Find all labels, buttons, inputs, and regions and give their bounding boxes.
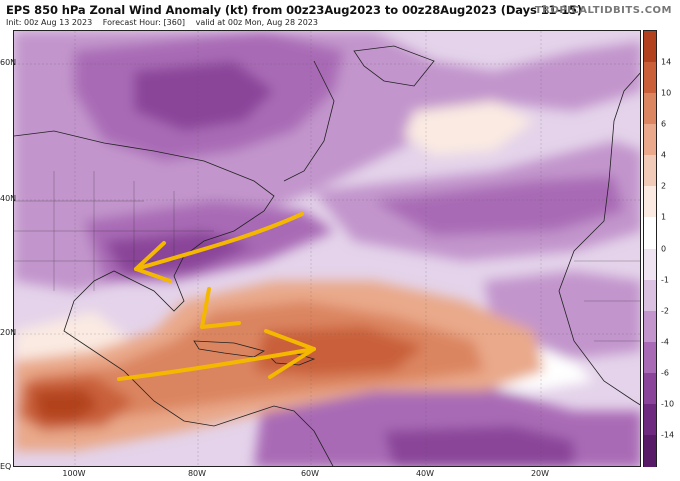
colorbar-swatch	[644, 186, 656, 219]
arrow-westward-north	[134, 212, 304, 271]
colorbar-tick-label: 1	[661, 212, 667, 222]
lon-label-40w: 40W	[415, 469, 435, 478]
colorbar-tick-label: -2	[661, 306, 669, 316]
colorbar-tick-label: 2	[661, 181, 667, 191]
colorbar-swatch	[644, 217, 656, 250]
lon-label-80w: 80W	[187, 469, 207, 478]
lat-label-eq: EQ	[0, 462, 12, 471]
map-title: EPS 850 hPa Zonal Wind Anomaly (kt) from…	[6, 3, 583, 17]
colorbar-swatch	[644, 341, 656, 374]
arrowhead-east	[264, 329, 316, 379]
colorbar-tick-label: -6	[661, 368, 669, 378]
colorbar-swatch	[644, 62, 656, 95]
colorbar-swatch	[644, 434, 656, 467]
colorbar-tick-label: -4	[661, 337, 669, 347]
lat-label-40n: 40N	[0, 194, 17, 203]
arrow-l-mark	[200, 287, 241, 329]
lat-label-20n: 20N	[0, 328, 17, 337]
colorbar-swatch	[644, 155, 656, 188]
lon-label-100w: 100W	[62, 469, 86, 478]
colorbar-swatch	[644, 372, 656, 405]
colorbar-tick-label: 4	[661, 150, 667, 160]
anomaly-map	[13, 30, 641, 467]
valid-time: valid at 00z Mon, Aug 28 2023	[195, 18, 318, 27]
map-canvas	[14, 31, 640, 466]
colorbar	[643, 30, 657, 467]
arrowhead-west	[134, 241, 172, 283]
colorbar-swatch	[644, 124, 656, 157]
colorbar-tick-label: 14	[661, 57, 672, 67]
lon-label-20w: 20W	[530, 469, 550, 478]
arrow-eastward-south	[117, 347, 316, 381]
annotation-arrows	[117, 212, 316, 381]
colorbar-swatch	[644, 279, 656, 312]
init-time: Init: 00z Aug 13 2023	[6, 18, 93, 27]
colorbar-tick-label: -14	[661, 430, 675, 440]
coastlines	[14, 45, 640, 466]
colorbar-swatch	[644, 403, 656, 436]
lat-label-60n: 60N	[0, 58, 17, 67]
colorbar-swatch	[644, 93, 656, 126]
colorbar-tick-label: 0	[661, 244, 667, 253]
header: EPS 850 hPa Zonal Wind Anomaly (kt) from…	[0, 0, 680, 30]
colorbar-tick-label: 10	[661, 88, 672, 98]
colorbar-swatch	[644, 31, 656, 63]
lon-label-60w: 60W	[300, 469, 320, 478]
graticule	[14, 31, 640, 466]
colorbar-tick-label: -1	[661, 275, 669, 285]
forecast-hour: Forecast Hour: [360]	[102, 18, 186, 27]
map-subtitle: Init: 00z Aug 13 2023 Forecast Hour: [36…	[6, 18, 326, 27]
colorbar-swatch	[644, 248, 656, 281]
colorbar-tick-label: 6	[661, 119, 667, 129]
colorbar-swatch	[644, 310, 656, 343]
anomaly-shading	[14, 31, 640, 466]
colorbar-tick-label: -10	[661, 399, 675, 409]
brand-watermark: TROPICALTIDBITS.COM	[534, 5, 672, 16]
